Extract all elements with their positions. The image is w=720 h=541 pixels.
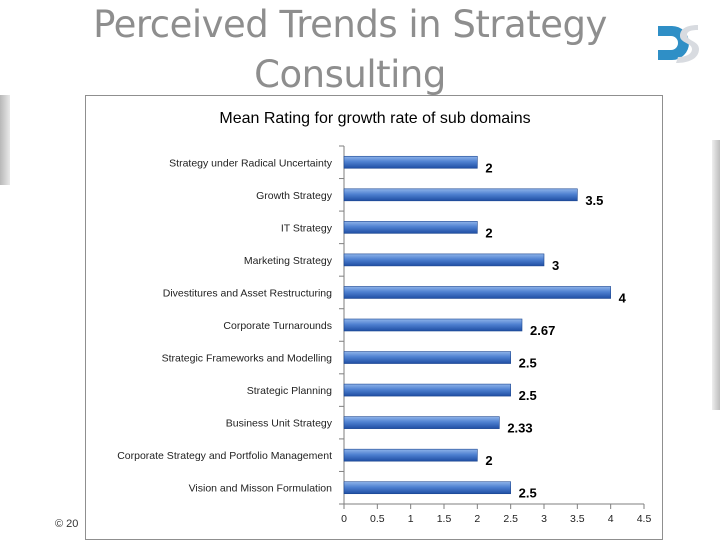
bar xyxy=(343,416,500,429)
right-edge-decoration xyxy=(712,140,720,410)
data-label: 2 xyxy=(485,160,492,175)
company-logo xyxy=(658,25,699,63)
x-tick-label: 4 xyxy=(608,513,614,525)
x-tick-label: 2.5 xyxy=(503,513,518,525)
bar xyxy=(343,318,523,332)
bar xyxy=(343,253,545,267)
data-label: 4 xyxy=(619,290,627,305)
data-label: 3 xyxy=(552,258,559,273)
copyright-text: © 20 xyxy=(55,518,79,530)
left-edge-decoration xyxy=(0,95,10,185)
x-tick-label: 1 xyxy=(408,513,414,525)
x-tick-label: 0 xyxy=(341,513,347,525)
bar xyxy=(343,286,611,299)
slide-title: Perceived Trends in Strategy Consulting xyxy=(60,0,640,100)
data-label: 2.5 xyxy=(519,388,537,403)
bar xyxy=(343,351,511,364)
category-label: Strategic Frameworks and Modelling xyxy=(162,353,333,365)
x-tick-label: 0.5 xyxy=(370,513,385,525)
data-label: 2.5 xyxy=(519,356,537,371)
slide-title-line-2: Consulting xyxy=(254,53,446,96)
data-label: 2 xyxy=(485,453,492,468)
data-label: 3.5 xyxy=(585,193,603,208)
category-label: Business Unit Strategy xyxy=(226,418,333,430)
x-tick-label: 4.5 xyxy=(637,513,652,525)
chart-frame: Mean Rating for growth rate of sub domai… xyxy=(85,95,663,540)
chart-title: Mean Rating for growth rate of sub domai… xyxy=(219,110,530,127)
slide-title-line-1: Perceived Trends in Strategy xyxy=(93,3,607,46)
category-label: Divestitures and Asset Restructuring xyxy=(163,287,332,299)
x-tick-label: 3 xyxy=(541,513,547,525)
category-label: Vision and Misson Formulation xyxy=(189,483,333,495)
bar xyxy=(343,155,478,169)
category-label: Strategy under Radical Uncertainty xyxy=(169,157,333,169)
bar xyxy=(343,448,478,462)
category-label: IT Strategy xyxy=(281,222,333,234)
x-tick-label: 1.5 xyxy=(437,513,452,525)
bar xyxy=(343,188,578,202)
bar xyxy=(343,481,511,495)
category-label: Corporate Turnarounds xyxy=(223,320,332,332)
category-label: Growth Strategy xyxy=(256,190,333,202)
data-label: 2.33 xyxy=(507,421,532,436)
logo-s-shape xyxy=(676,25,699,63)
bar-chart: Mean Rating for growth rate of sub domai… xyxy=(117,110,652,525)
bar xyxy=(343,221,478,234)
x-tick-label: 2 xyxy=(474,513,480,525)
x-tick-label: 3.5 xyxy=(570,513,585,525)
category-label: Corporate Strategy and Portfolio Managem… xyxy=(117,450,332,462)
category-label: Strategic Planning xyxy=(247,385,332,397)
data-label: 2.67 xyxy=(530,323,555,338)
plot-area: 0 0.5 1 1.5 2 2.5 3 3.5 4 4.5 Strategy under Radic… xyxy=(117,145,652,525)
bar xyxy=(343,383,511,397)
data-label: 2.5 xyxy=(519,486,537,501)
category-label: Marketing Strategy xyxy=(244,255,333,267)
data-label: 2 xyxy=(485,225,492,240)
